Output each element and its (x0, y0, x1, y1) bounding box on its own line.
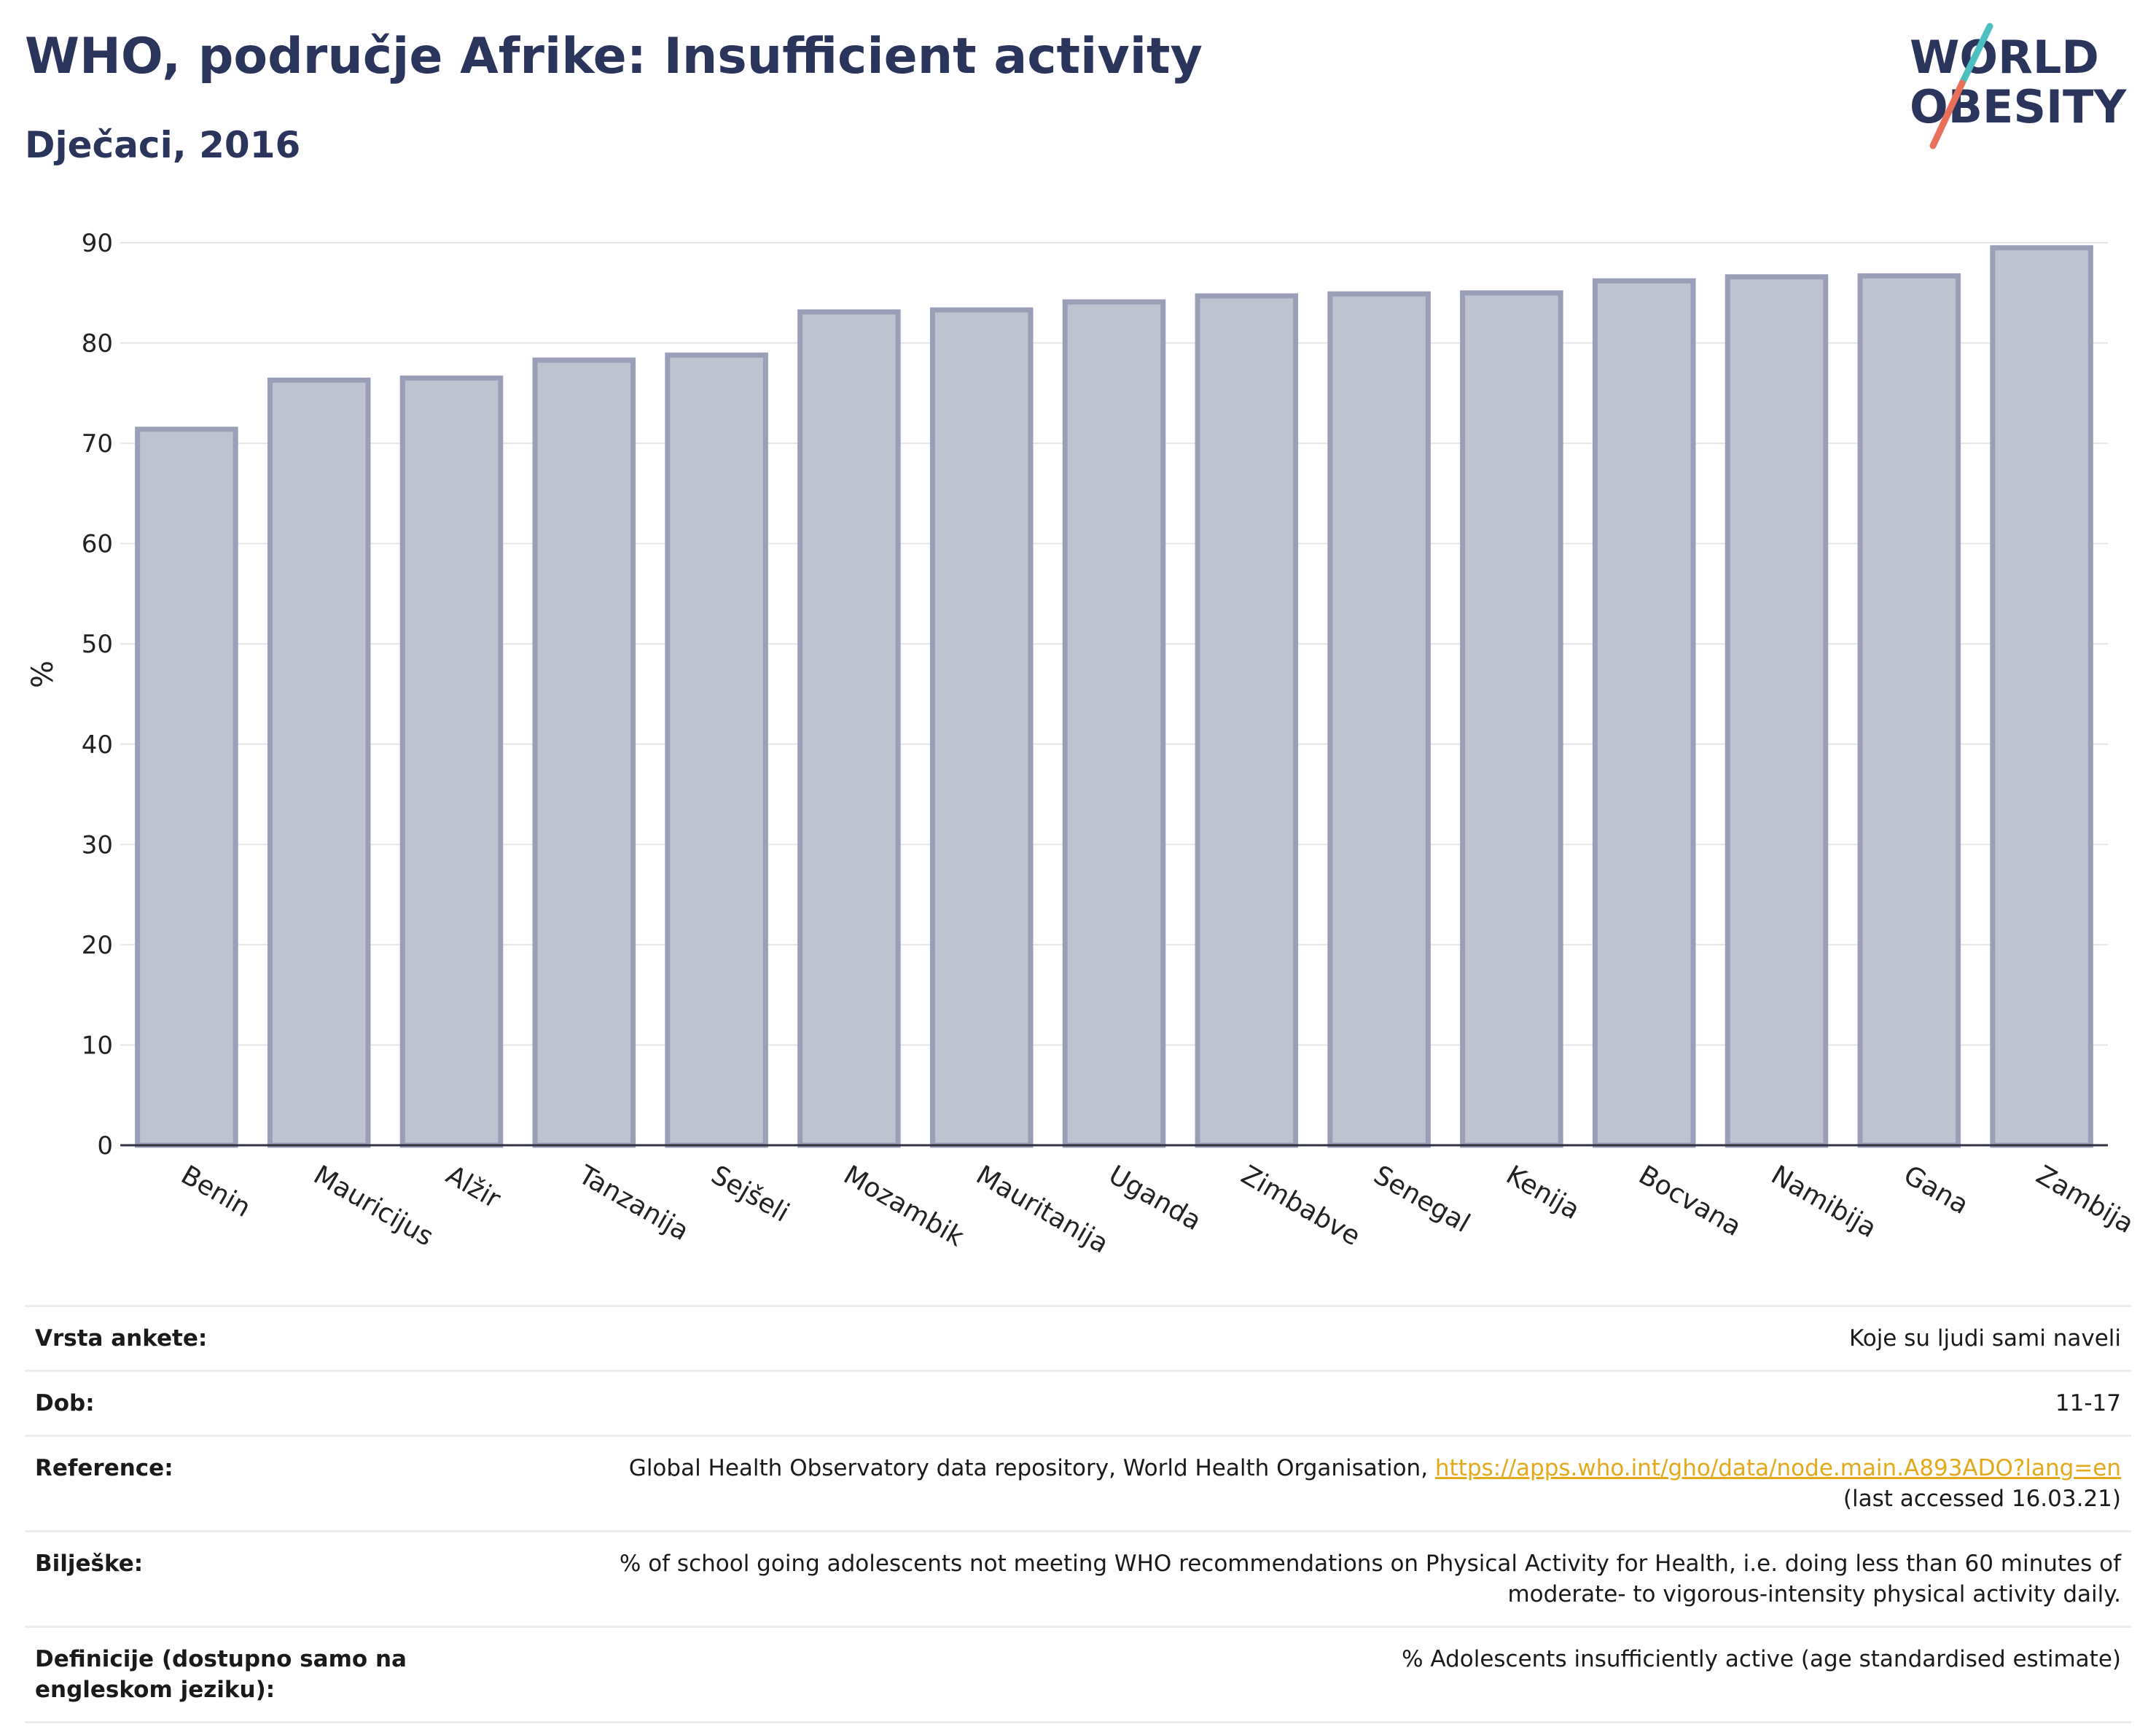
x-tick-label: Mauricijus (308, 1160, 438, 1252)
bar-sejšeli (665, 352, 768, 1148)
notes-label: Bilješke: (25, 1530, 545, 1627)
y-tick-label: 20 (82, 931, 113, 960)
chart-subtitle: Dječaci, 2016 (25, 124, 301, 166)
info-table: Vrsta ankete: Koje su ljudi sami naveli … (25, 1305, 2131, 1723)
y-tick-label: 10 (82, 1031, 113, 1060)
bar-senegal (1327, 291, 1431, 1148)
age-label: Dob: (25, 1370, 545, 1436)
x-tick-label: Namibija (1766, 1160, 1881, 1244)
bar-uganda (1062, 299, 1166, 1148)
chart-title: WHO, područje Afrike: Insufficient activ… (25, 28, 1203, 85)
bar-alžir (399, 375, 504, 1148)
y-tick-label: 50 (82, 630, 113, 659)
age-value: 11-17 (545, 1370, 2131, 1436)
y-tick-label: 0 (97, 1131, 113, 1161)
info-row-notes: Bilješke: % of school going adolescents … (25, 1530, 2131, 1627)
bar-namibija (1725, 274, 1829, 1148)
reference-accessed: (last accessed 16.03.21) (1843, 1486, 2121, 1512)
bar-bocvana (1592, 278, 1696, 1148)
x-tick-label: Mozambik (838, 1160, 969, 1252)
y-axis-ticks: 0 10 20 30 40 50 60 70 80 90 (82, 229, 113, 1161)
survey-label: Vrsta ankete: (25, 1305, 545, 1371)
logo-slash-top (1958, 23, 1993, 87)
info-row-definitions: Definicije (dostupno samo na engleskom j… (25, 1626, 2131, 1723)
y-axis-label: % (26, 660, 60, 688)
info-row-age: Dob: 11-17 (25, 1370, 2131, 1436)
x-tick-label: Sejšeli (706, 1160, 794, 1228)
x-tick-label: Zambija (2031, 1160, 2139, 1239)
reference-link[interactable]: https://apps.who.int/gho/data/node.main.… (1434, 1455, 2121, 1481)
bar-mozambik (797, 309, 901, 1148)
survey-value: Koje su ljudi sami naveli (545, 1305, 2131, 1371)
reference-text: Global Health Observatory data repositor… (628, 1455, 1435, 1481)
x-tick-label: Zimbabve (1236, 1160, 1365, 1252)
y-tick-label: 30 (82, 830, 113, 859)
world-obesity-logo: WORLD OBESITY (1910, 23, 2127, 149)
x-tick-label: Uganda (1104, 1160, 1206, 1236)
info-row-survey: Vrsta ankete: Koje su ljudi sami naveli (25, 1305, 2131, 1371)
reference-label: Reference: (25, 1435, 545, 1532)
x-axis-ticks: Benin Mauricijus Alžir Tanzanija Sejšeli Moza… (176, 1160, 2139, 1260)
bar-zimbabve (1195, 293, 1299, 1148)
y-tick-label: 70 (82, 429, 113, 459)
x-tick-label: Tanzanija (573, 1160, 694, 1247)
notes-value: % of school going adolescents not meetin… (545, 1530, 2131, 1627)
bar-gana (1857, 273, 1961, 1148)
y-tick-label: 80 (82, 330, 113, 359)
definitions-label: Definicije (dostupno samo na engleskom j… (25, 1626, 545, 1723)
x-tick-label: Gana (1899, 1160, 1974, 1220)
x-tick-label: Alžir (441, 1160, 506, 1214)
bars (135, 245, 2093, 1148)
bar-kenija (1460, 290, 1563, 1148)
y-tick-label: 90 (82, 229, 113, 258)
bar-zambija (1990, 245, 2093, 1148)
x-tick-label: Kenija (1501, 1160, 1585, 1225)
bar-tanzanija (532, 357, 636, 1148)
logo-slash-bottom (1929, 79, 1966, 149)
bar-benin (135, 426, 238, 1148)
definitions-value: % Adolescents insufficiently active (age… (545, 1626, 2131, 1723)
y-tick-label: 40 (82, 730, 113, 760)
x-tick-label: Mauritanija (971, 1160, 1113, 1259)
x-tick-label: Benin (176, 1160, 255, 1223)
reference-value: Global Health Observatory data repositor… (545, 1435, 2131, 1532)
logo-line1: WORLD (1910, 31, 2099, 84)
y-tick-label: 60 (82, 530, 113, 559)
x-tick-label: Bocvana (1633, 1160, 1746, 1242)
bar-chart: 0 10 20 30 40 50 60 70 80 90 Benin Mauricijus Alžir… (26, 229, 2139, 1260)
x-tick-label: Senegal (1369, 1160, 1475, 1239)
bar-mauricijus (267, 377, 371, 1148)
info-row-reference: Reference: Global Health Observatory dat… (25, 1435, 2131, 1532)
bar-mauritanija (929, 307, 1034, 1148)
